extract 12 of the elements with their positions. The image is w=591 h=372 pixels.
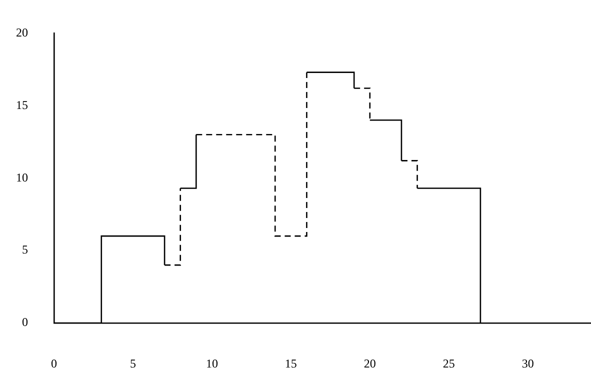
y-tick-label: 20	[16, 25, 28, 40]
x-tick-label: 10	[206, 356, 218, 370]
x-tick-label: 20	[364, 356, 376, 370]
x-tick-label: 15	[284, 356, 297, 370]
x-tick-label: 5	[130, 356, 136, 370]
x-tick-label: 30	[522, 356, 534, 370]
x-tick-label: 0	[51, 356, 57, 370]
y-tick-label: 15	[16, 98, 28, 112]
y-tick-label: 10	[16, 170, 28, 184]
y-tick-label: 0	[22, 315, 28, 330]
x-tick-label: 25	[442, 356, 455, 370]
y-tick-label: 5	[22, 242, 28, 257]
